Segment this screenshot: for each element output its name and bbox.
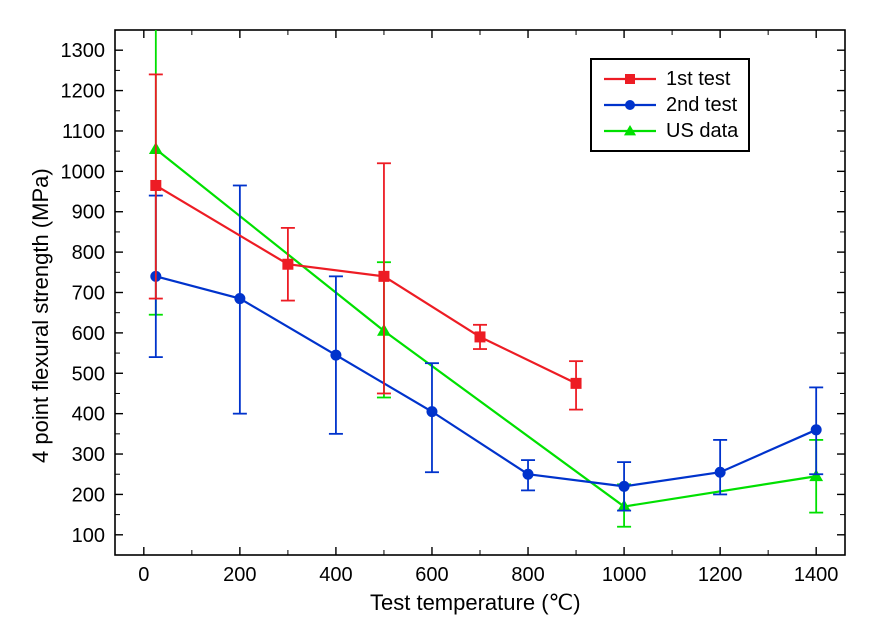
x-tick-label: 0 — [138, 564, 149, 586]
x-tick-label: 200 — [223, 564, 256, 586]
y-tick-label: 300 — [72, 444, 105, 466]
legend-swatch — [602, 121, 658, 141]
legend-item-s3: US data — [602, 118, 738, 144]
y-axis-label: 4 point flexural strength (MPa) — [28, 168, 54, 463]
x-axis-label: Test temperature (℃) — [370, 590, 581, 616]
y-tick-label: 100 — [72, 525, 105, 547]
legend-swatch — [602, 95, 658, 115]
legend-swatch — [602, 69, 658, 89]
y-tick-label: 200 — [72, 484, 105, 506]
y-tick-label: 500 — [72, 363, 105, 385]
series-s1 — [149, 74, 583, 409]
x-tick-label: 600 — [415, 564, 448, 586]
legend-label: US data — [666, 120, 738, 143]
y-tick-label: 1300 — [61, 40, 106, 62]
y-tick-label: 600 — [72, 323, 105, 345]
y-tick-label: 1200 — [61, 81, 106, 103]
chart-container: 0 200 400 600 800 1000 1200 1400 100 200 300 400 500… — [0, 0, 885, 631]
y-tick-label: 400 — [72, 404, 105, 426]
y-tick-label: 700 — [72, 283, 105, 305]
y-tick-label: 1000 — [61, 161, 106, 183]
y-tick-label: 1100 — [62, 121, 105, 143]
legend-item-s2: 2nd test — [602, 92, 738, 118]
chart-svg: 0 200 400 600 800 1000 1200 1400 100 200 300 400 500… — [0, 0, 885, 631]
x-tick-label: 400 — [319, 564, 352, 586]
legend-label: 2nd test — [666, 94, 737, 117]
series-s2 — [149, 185, 823, 510]
y-tick-label: 800 — [72, 242, 105, 264]
x-tick-label: 1400 — [794, 564, 839, 586]
legend-item-s1: 1st test — [602, 66, 738, 92]
x-tick-label: 800 — [511, 564, 544, 586]
x-tick-label: 1200 — [698, 564, 743, 586]
legend-label: 1st test — [666, 68, 730, 91]
legend: 1st test 2nd test US data — [590, 58, 750, 152]
y-tick-label: 900 — [72, 202, 105, 224]
x-tick-label: 1000 — [602, 564, 647, 586]
